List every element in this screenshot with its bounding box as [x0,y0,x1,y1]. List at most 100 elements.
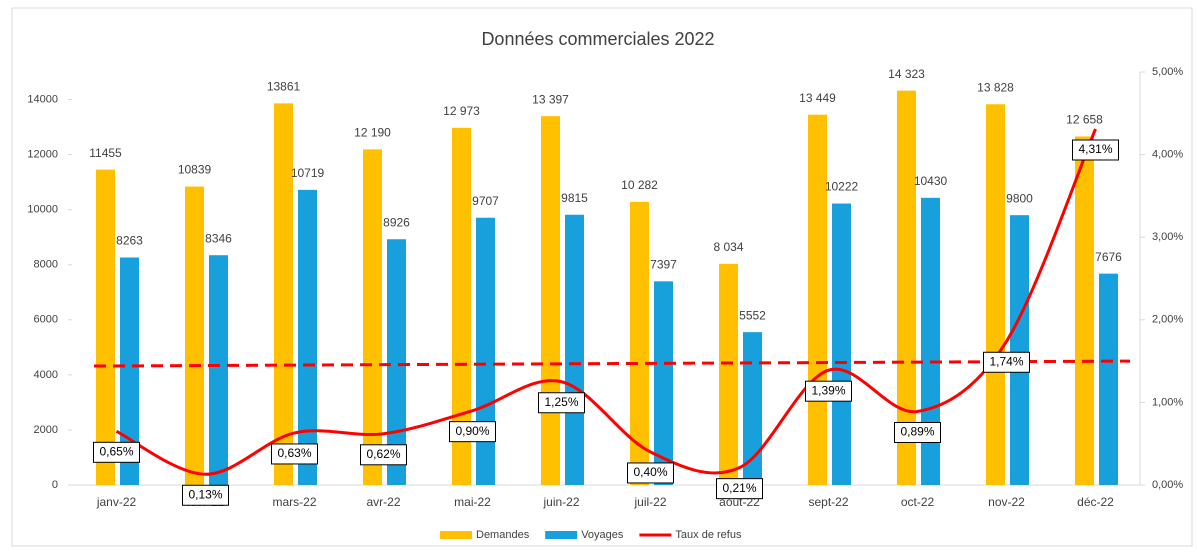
bar-label: 8263 [116,234,143,248]
bar-label: 11455 [89,146,122,160]
x-tick-label: nov-22 [988,495,1025,509]
trendline [93,359,1131,368]
bar [1099,273,1118,485]
bar [897,90,916,485]
bar [654,281,673,485]
x-tick-label: juin-22 [542,495,579,509]
line-label: 0,62% [366,447,400,461]
bar [96,169,115,486]
bar-label: 13861 [267,80,301,94]
bar [921,197,940,485]
bar [832,203,851,485]
bar [743,332,762,485]
bar [986,104,1005,485]
bar-label: 9800 [1006,191,1033,205]
bar [120,257,139,485]
bar-label: 12 973 [443,104,480,118]
line-label: 0,89% [900,425,934,439]
bar-label: 9707 [472,194,499,208]
bar [565,214,584,486]
y-tick-label: 12000 [27,149,58,161]
bar-label: 9815 [561,191,588,205]
x-tick-label: mai-22 [454,495,491,509]
label-box [182,484,229,506]
line-label: 0,65% [99,444,133,458]
line [115,128,1097,476]
legend-swatch [545,531,578,539]
legend-label: Taux de refus [675,529,742,541]
legend-swatch [440,531,472,539]
bar [1010,215,1029,485]
chart-title: Données commerciales 2022 [481,29,714,49]
bar [476,217,495,485]
bar [719,263,738,485]
y-tick-label: 0 [52,479,58,491]
x-tick-label: mars-22 [272,495,316,509]
y-tick-label: 8000 [34,259,58,271]
y2-tick-label: 2,00% [1152,314,1183,326]
label-box [627,462,674,484]
y2-tick-label: 4,00% [1152,149,1183,161]
line-label: 4,31% [1078,142,1112,156]
x-tick-label: avr-22 [366,495,400,509]
bar [808,114,827,486]
line-label: 0,63% [277,446,311,460]
bar [274,103,293,485]
label-box [538,392,585,414]
label-box [716,478,763,500]
bar-label: 12 190 [354,126,391,140]
legend-label: Demandes [476,529,530,541]
y-tick-label: 14000 [27,93,58,105]
label-box [983,351,1030,373]
y2-tick-label: 1,00% [1152,396,1183,408]
bar [298,189,317,486]
label-box [360,444,407,466]
bar [209,255,228,485]
bar-label: 8 034 [713,240,743,254]
bar [452,127,471,486]
bar-label: 10222 [825,180,859,194]
line-label: 0,40% [633,465,667,479]
x-tick-label: déc-22 [1077,495,1114,509]
y-tick-label: 4000 [34,369,58,381]
bar-label: 7676 [1095,250,1122,264]
bar-label: 10 282 [621,178,658,192]
y-tick-label: 10000 [27,204,58,216]
x-tick-label: sept-22 [808,495,848,509]
bar [363,149,382,486]
label-box [449,421,496,443]
y-tick-label: 6000 [34,314,58,326]
label-box [93,441,140,463]
y-tick-label: 2000 [34,424,58,436]
line-label: 0,13% [188,487,222,501]
bar-label: 14 323 [888,67,925,81]
x-tick-label: oct-22 [901,495,935,509]
x-tick-label: juil-22 [633,495,666,509]
bar-label: 8926 [383,215,410,229]
y2-tick-label: 0,00% [1152,479,1183,491]
y2-tick-label: 3,00% [1152,231,1183,243]
label-box [805,380,852,402]
line-label: 1,74% [989,354,1023,368]
bar-label: 5552 [739,308,766,322]
y2-tick-label: 5,00% [1152,66,1183,78]
bar [541,116,560,486]
legend-label: Voyages [581,529,624,541]
bar-label: 10430 [914,174,948,188]
bar-label: 13 449 [799,91,836,105]
label-box [271,443,318,465]
x-tick-label: janv-22 [96,495,137,509]
line-label: 0,21% [722,481,756,495]
bar-label: 12 658 [1066,113,1103,127]
bar-label: 13 397 [532,92,569,106]
bar [1075,136,1094,485]
bar-label: 10719 [291,166,325,180]
line-label: 0,90% [455,424,489,438]
bar [185,186,204,485]
bar [387,239,406,485]
bar [630,201,649,485]
line-label: 1,39% [811,383,845,397]
line-label: 1,25% [544,395,578,409]
label-box [894,421,941,443]
